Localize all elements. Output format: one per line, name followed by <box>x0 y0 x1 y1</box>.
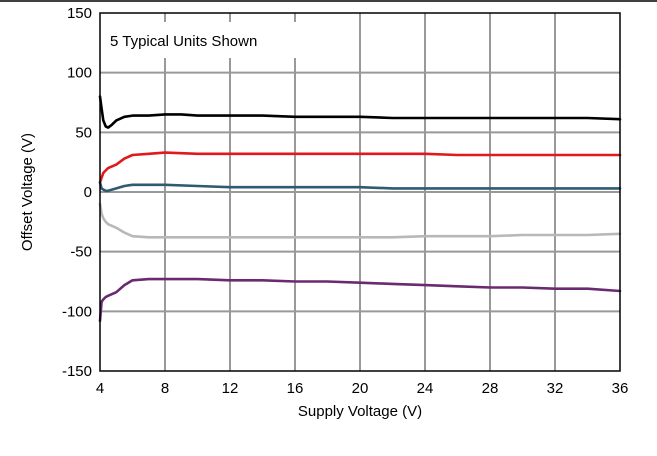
x-tick-label: 20 <box>352 380 369 397</box>
x-tick-label: 32 <box>547 380 564 397</box>
y-axis-label: Offset Voltage (V) <box>19 133 36 251</box>
x-tick-label: 36 <box>612 380 629 397</box>
series-line-1 <box>98 95 622 129</box>
y-tick-labels: 150 100 50 0 -50 -100 -150 <box>62 5 92 380</box>
y-tick-label: -100 <box>62 303 92 320</box>
series-line-3 <box>98 181 622 193</box>
y-tick-label: 0 <box>84 184 92 201</box>
y-tick-label: -150 <box>62 363 92 380</box>
x-tick-label: 12 <box>222 380 239 397</box>
series-line-2 <box>98 151 622 184</box>
x-tick-label: 28 <box>482 380 499 397</box>
series-line-5 <box>98 277 622 323</box>
x-tick-labels: 4 8 12 16 20 24 28 32 36 <box>96 380 629 397</box>
x-axis-label: Supply Voltage (V) <box>298 403 422 420</box>
grid <box>100 13 620 371</box>
x-tick-label: 8 <box>161 380 169 397</box>
x-tick-label: 24 <box>417 380 434 397</box>
series-lines <box>98 95 622 323</box>
annotation-text: 5 Typical Units Shown <box>110 33 257 50</box>
x-tick-label: 16 <box>287 380 304 397</box>
y-tick-label: 50 <box>75 124 92 141</box>
x-tick-label: 4 <box>96 380 104 397</box>
y-tick-label: 150 <box>67 5 92 22</box>
y-tick-label: -50 <box>70 244 92 261</box>
annotation-box <box>104 22 300 58</box>
plot-area-frame <box>99 12 621 372</box>
series-line-4 <box>98 202 622 239</box>
y-tick-label: 100 <box>67 65 92 82</box>
